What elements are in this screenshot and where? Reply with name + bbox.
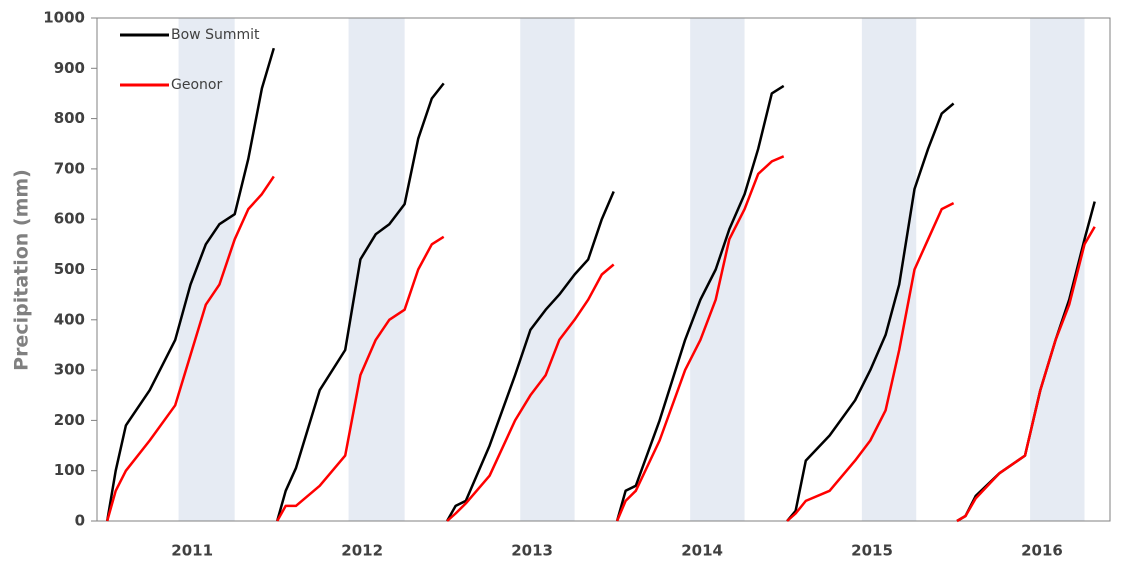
legend-label: Bow Summit [171, 27, 260, 43]
shaded-band [348, 18, 405, 521]
x-tick-label: 2011 [171, 542, 213, 560]
y-tick-label: 400 [54, 310, 85, 328]
y-tick-label: 500 [54, 260, 85, 278]
x-tick-label: 2012 [341, 542, 383, 560]
x-tick-label: 2016 [1021, 542, 1063, 560]
y-tick-label: 900 [54, 59, 85, 77]
series-line [105, 47, 1096, 523]
y-tick-label: 1000 [43, 9, 85, 27]
x-tick-label: 2015 [851, 542, 893, 560]
y-tick-label: 0 [75, 512, 85, 530]
y-tick-label: 300 [54, 361, 85, 379]
series-line [105, 155, 1096, 523]
shaded-band [861, 18, 917, 521]
y-tick-label: 200 [54, 411, 85, 429]
y-tick-label: 800 [54, 109, 85, 127]
plot-frame [96, 17, 1111, 522]
legend-label: Geonor [171, 77, 222, 93]
shaded-band [1030, 18, 1085, 521]
shaded-band [690, 18, 745, 521]
y-tick-label: 600 [54, 210, 85, 228]
x-tick-label: 2014 [681, 542, 723, 560]
shaded-band [520, 18, 575, 521]
y-tick-label: 700 [54, 159, 85, 177]
y-axis-label: Precipitation (mm) [11, 169, 33, 371]
x-tick-label: 2013 [511, 542, 553, 560]
y-tick-label: 100 [54, 461, 85, 479]
shaded-band [178, 18, 235, 521]
